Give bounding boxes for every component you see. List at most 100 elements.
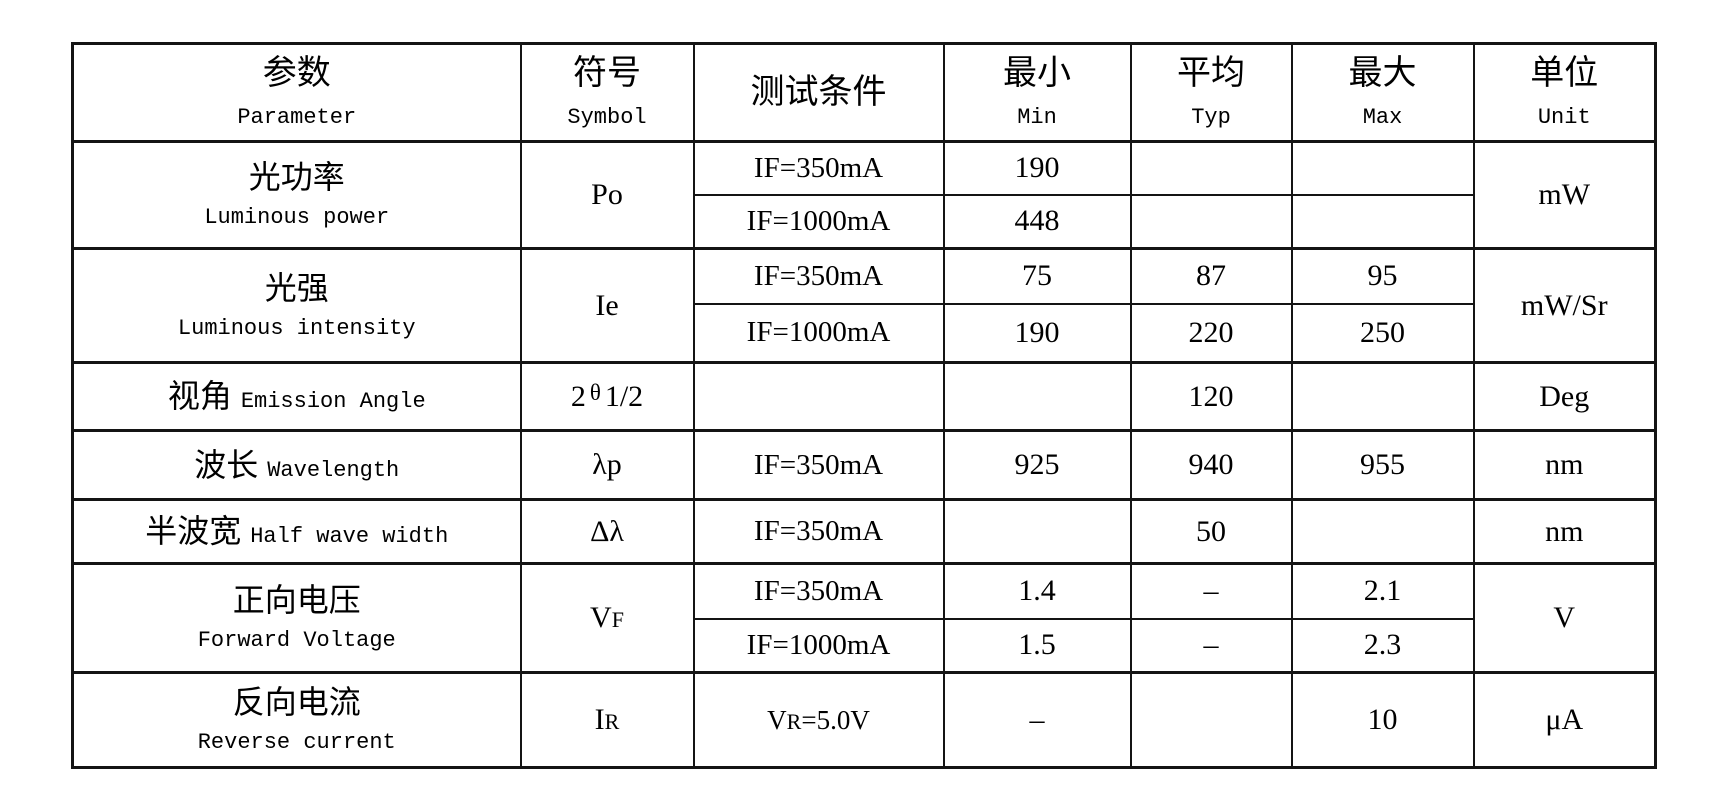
wavelength-zh: 波长 (194, 446, 259, 483)
luminous-intensity-350ma-condition-cell: IF=350mA (692, 247, 945, 305)
header-typ: 平均 Typ (1129, 42, 1293, 143)
reverse-current-symbol-cell: IR (519, 671, 695, 769)
luminous-power-zh: 光功率 (248, 159, 345, 195)
half-wave-width-condition-cell: IF=350mA (692, 498, 945, 565)
luminous-intensity-350ma-max-cell: 95 (1290, 247, 1475, 305)
wavelength-en: Wavelength (267, 457, 400, 483)
reverse-current-max-cell: 10 (1290, 671, 1475, 769)
half-wave-width-unit-cell: nm (1472, 498, 1657, 565)
half-wave-width-max-cell (1290, 498, 1475, 565)
wavelength-symbol-cell: λp (519, 429, 695, 501)
luminous-power-350ma-condition-cell: IF=350mA (692, 140, 945, 196)
header-unit-en: Unit (1537, 104, 1591, 130)
luminous-intensity-350ma-typ-cell: 87 (1129, 247, 1293, 305)
wavelength-condition-cell: IF=350mA (692, 429, 945, 501)
luminous-power-1000ma-typ-cell (1129, 193, 1293, 250)
header-unit-stack: 单位 Unit (1476, 54, 1654, 130)
luminous-power-name-stack: 光功率 Luminous power (75, 159, 519, 230)
reverse-current-en: Reverse current (197, 730, 396, 755)
header-row: 参数 Parameter 符号 Symbol 测试条件 最小 Min (71, 42, 1657, 143)
reverse-current-condition-rest: =5.0V (801, 704, 870, 735)
luminous-power-350ma-max-cell (1290, 140, 1475, 196)
forward-voltage-1000ma-typ-cell: – (1129, 617, 1293, 674)
reverse-current-unit-cell: μA (1472, 671, 1657, 769)
luminous-intensity-name-stack: 光强 Luminous intensity (75, 269, 519, 341)
luminous-intensity-350ma-min-cell: 75 (942, 247, 1132, 305)
reverse-current-condition-cell: VR=5.0V (692, 671, 945, 769)
reverse-current-name-stack: 反向电流 Reverse current (75, 686, 519, 755)
header-max-zh: 最大 (1348, 54, 1417, 92)
header-unit-zh: 单位 (1530, 54, 1599, 92)
emission-angle-unit-cell: Deg (1472, 361, 1657, 432)
reverse-current-symbol-main: I (594, 703, 605, 736)
luminous-power-unit-cell: mW (1472, 140, 1657, 250)
forward-voltage-symbol-main: V (590, 601, 612, 634)
luminous-power-1000ma-condition-cell: IF=1000mA (692, 193, 945, 250)
header-max-en: Max (1362, 104, 1403, 130)
forward-voltage-name-cell: 正向电压 Forward Voltage (71, 562, 522, 674)
header-min-zh: 最小 (1003, 54, 1071, 92)
luminous-power-en: Luminous power (204, 205, 390, 230)
luminous-power-1000ma-max-cell (1290, 193, 1475, 250)
luminous-intensity-zh: 光强 (264, 269, 329, 306)
emission-angle-min-cell (942, 361, 1132, 432)
forward-voltage-1000ma-min-cell: 1.5 (942, 617, 1132, 674)
row-luminous-power-1000ma: IF=1000mA 448 (73, 193, 1656, 250)
luminous-power-1000ma-min-cell: 448 (942, 193, 1132, 250)
header-unit: 单位 Unit (1472, 42, 1657, 143)
emission-angle-symbol-cell: 2 θ 1/2 (519, 361, 695, 432)
theta-symbol: θ (589, 379, 601, 405)
header-min: 最小 Min (942, 42, 1132, 143)
forward-voltage-1000ma-condition-cell: IF=1000mA (692, 617, 945, 674)
reverse-current-symbol-subscript: R (604, 709, 620, 734)
half-wave-width-min-cell (942, 498, 1132, 565)
luminous-intensity-unit-cell: mW/Sr (1472, 247, 1657, 364)
luminous-intensity-1000ma-typ-cell: 220 (1129, 302, 1293, 364)
luminous-intensity-1000ma-max-cell: 250 (1290, 302, 1475, 364)
emission-angle-symbol-pre: 2 (570, 379, 586, 413)
luminous-power-350ma-min-cell: 190 (942, 140, 1132, 196)
header-min-stack: 最小 Min (946, 54, 1129, 130)
luminous-intensity-1000ma-condition-cell: IF=1000mA (692, 302, 945, 364)
luminous-intensity-en: Luminous intensity (177, 315, 416, 341)
half-wave-width-en: Half wave width (250, 524, 449, 549)
forward-voltage-350ma-condition-cell: IF=350mA (692, 562, 945, 620)
forward-voltage-symbol-subscript: F (611, 607, 624, 632)
header-typ-stack: 平均 Typ (1133, 54, 1290, 130)
header-min-en: Min (1017, 104, 1057, 130)
header-symbol-en: Symbol (567, 104, 647, 130)
forward-voltage-350ma-min-cell: 1.4 (942, 562, 1132, 620)
wavelength-typ-cell: 940 (1129, 429, 1293, 501)
half-wave-width-symbol-cell: Δλ (519, 498, 695, 565)
luminous-power-name-cell: 光功率 Luminous power (71, 140, 522, 250)
half-wave-width-zh: 半波宽 (145, 513, 242, 549)
forward-voltage-zh: 正向电压 (232, 582, 361, 618)
row-wavelength: 波长 Wavelength λp IF=350mA 925 940 955 nm (71, 429, 1657, 501)
reverse-current-condition-main: V (767, 704, 787, 735)
row-forward-voltage-1000ma: IF=1000mA 1.5 – 2.3 (73, 617, 1656, 674)
reverse-current-name-cell: 反向电流 Reverse current (71, 671, 522, 769)
wavelength-unit-cell: nm (1472, 429, 1657, 501)
emission-angle-en: Emission Angle (240, 389, 426, 414)
reverse-current-min-cell: – (942, 671, 1132, 769)
emission-angle-name-cell: 视角 Emission Angle (71, 361, 522, 432)
emission-angle-condition-cell (692, 361, 945, 432)
luminous-power-symbol-cell: Po (519, 140, 695, 250)
header-symbol-stack: 符号 Symbol (523, 56, 692, 130)
wavelength-name-cell: 波长 Wavelength (71, 429, 522, 501)
header-typ-en: Typ (1191, 104, 1231, 130)
optical-electrical-characteristics-table: 参数 Parameter 符号 Symbol 测试条件 最小 Min (71, 42, 1657, 769)
emission-angle-typ-cell: 120 (1129, 361, 1293, 432)
luminous-intensity-1000ma-min-cell: 190 (942, 302, 1132, 364)
header-parameter-stack: 参数 Parameter (75, 56, 519, 129)
emission-angle-symbol-post: 1/2 (604, 379, 644, 413)
header-parameter: 参数 Parameter (71, 42, 522, 143)
header-symbol: 符号 Symbol (519, 42, 695, 143)
row-forward-voltage-350ma: 正向电压 Forward Voltage VF IF=350mA 1.4 – 2… (71, 562, 1657, 674)
row-emission-angle: 视角 Emission Angle 2 θ 1/2 120 Deg (71, 361, 1657, 432)
row-reverse-current: 反向电流 Reverse current IR VR=5.0V – 10 μA (71, 671, 1657, 769)
header-typ-zh: 平均 (1177, 54, 1245, 92)
forward-voltage-1000ma-max-cell: 2.3 (1290, 617, 1475, 674)
forward-voltage-name-stack: 正向电压 Forward Voltage (75, 582, 519, 652)
